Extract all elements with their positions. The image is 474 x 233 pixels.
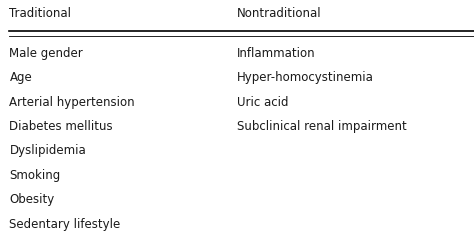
Text: Smoking: Smoking [9, 169, 61, 182]
Text: Nontraditional: Nontraditional [237, 7, 322, 20]
Text: Sedentary lifestyle: Sedentary lifestyle [9, 218, 121, 231]
Text: Hyper-homocystinemia: Hyper-homocystinemia [237, 71, 374, 84]
Text: Traditional: Traditional [9, 7, 72, 20]
Text: Dyslipidemia: Dyslipidemia [9, 144, 86, 158]
Text: Uric acid: Uric acid [237, 96, 289, 109]
Text: Subclinical renal impairment: Subclinical renal impairment [237, 120, 407, 133]
Text: Obesity: Obesity [9, 193, 55, 206]
Text: Inflammation: Inflammation [237, 47, 316, 60]
Text: Diabetes mellitus: Diabetes mellitus [9, 120, 113, 133]
Text: Age: Age [9, 71, 32, 84]
Text: Male gender: Male gender [9, 47, 83, 60]
Text: Arterial hypertension: Arterial hypertension [9, 96, 135, 109]
